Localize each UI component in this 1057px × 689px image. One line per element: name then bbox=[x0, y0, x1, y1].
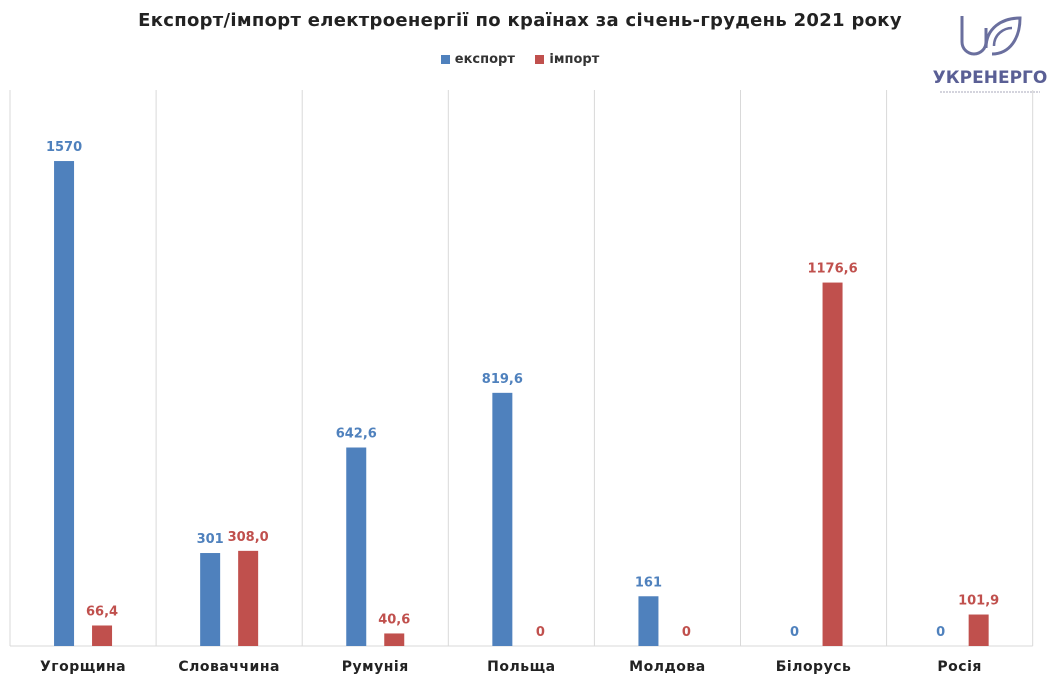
category-label: Молдова bbox=[629, 659, 706, 675]
bar-export bbox=[200, 553, 221, 646]
bar-export bbox=[54, 161, 75, 647]
category-label: Угорщина bbox=[40, 659, 126, 675]
bar-import bbox=[92, 625, 113, 646]
data-label: 101,9 bbox=[958, 594, 999, 609]
data-label: 1570 bbox=[46, 140, 82, 155]
legend-label-export: експорт bbox=[454, 52, 515, 67]
chart-title: Експорт/імпорт електроенергії по країнах… bbox=[138, 10, 902, 31]
category-label: Білорусь bbox=[776, 659, 852, 675]
data-label: 0 bbox=[536, 625, 545, 640]
ukrenergo-logo: УКРЕНЕРГО bbox=[930, 8, 1050, 98]
svg-text:УКРЕНЕРГО: УКРЕНЕРГО bbox=[933, 68, 1048, 88]
data-label: 1176,6 bbox=[807, 262, 857, 277]
data-label: 308,0 bbox=[228, 530, 269, 545]
legend: експорт імпорт bbox=[0, 52, 1040, 68]
bar-import bbox=[384, 633, 405, 646]
data-label: 0 bbox=[682, 625, 691, 640]
bar-export bbox=[638, 596, 659, 646]
data-label: 642,6 bbox=[336, 427, 377, 442]
data-label: 66,4 bbox=[86, 604, 118, 619]
bar-import bbox=[238, 550, 259, 646]
legend-swatch-import bbox=[535, 55, 545, 64]
category-label: Румунія bbox=[342, 659, 409, 675]
data-label: 301 bbox=[197, 532, 224, 547]
category-label: Польща bbox=[487, 659, 555, 675]
legend-item-export: експорт bbox=[440, 52, 515, 67]
legend-label-import: імпорт bbox=[549, 52, 600, 67]
legend-item-import: імпорт bbox=[535, 52, 599, 67]
data-label: 819,6 bbox=[482, 372, 523, 387]
bar-export bbox=[346, 447, 367, 646]
bar-export bbox=[492, 392, 513, 646]
legend-swatch-export bbox=[440, 55, 450, 64]
data-label: 40,6 bbox=[378, 612, 410, 627]
data-label: 0 bbox=[936, 625, 945, 640]
bar-import bbox=[822, 282, 843, 646]
data-label: 0 bbox=[790, 625, 799, 640]
data-label: 161 bbox=[635, 575, 662, 590]
category-label: Словаччина bbox=[178, 659, 280, 675]
bar-import bbox=[968, 614, 989, 646]
category-label: Росія bbox=[937, 659, 981, 675]
